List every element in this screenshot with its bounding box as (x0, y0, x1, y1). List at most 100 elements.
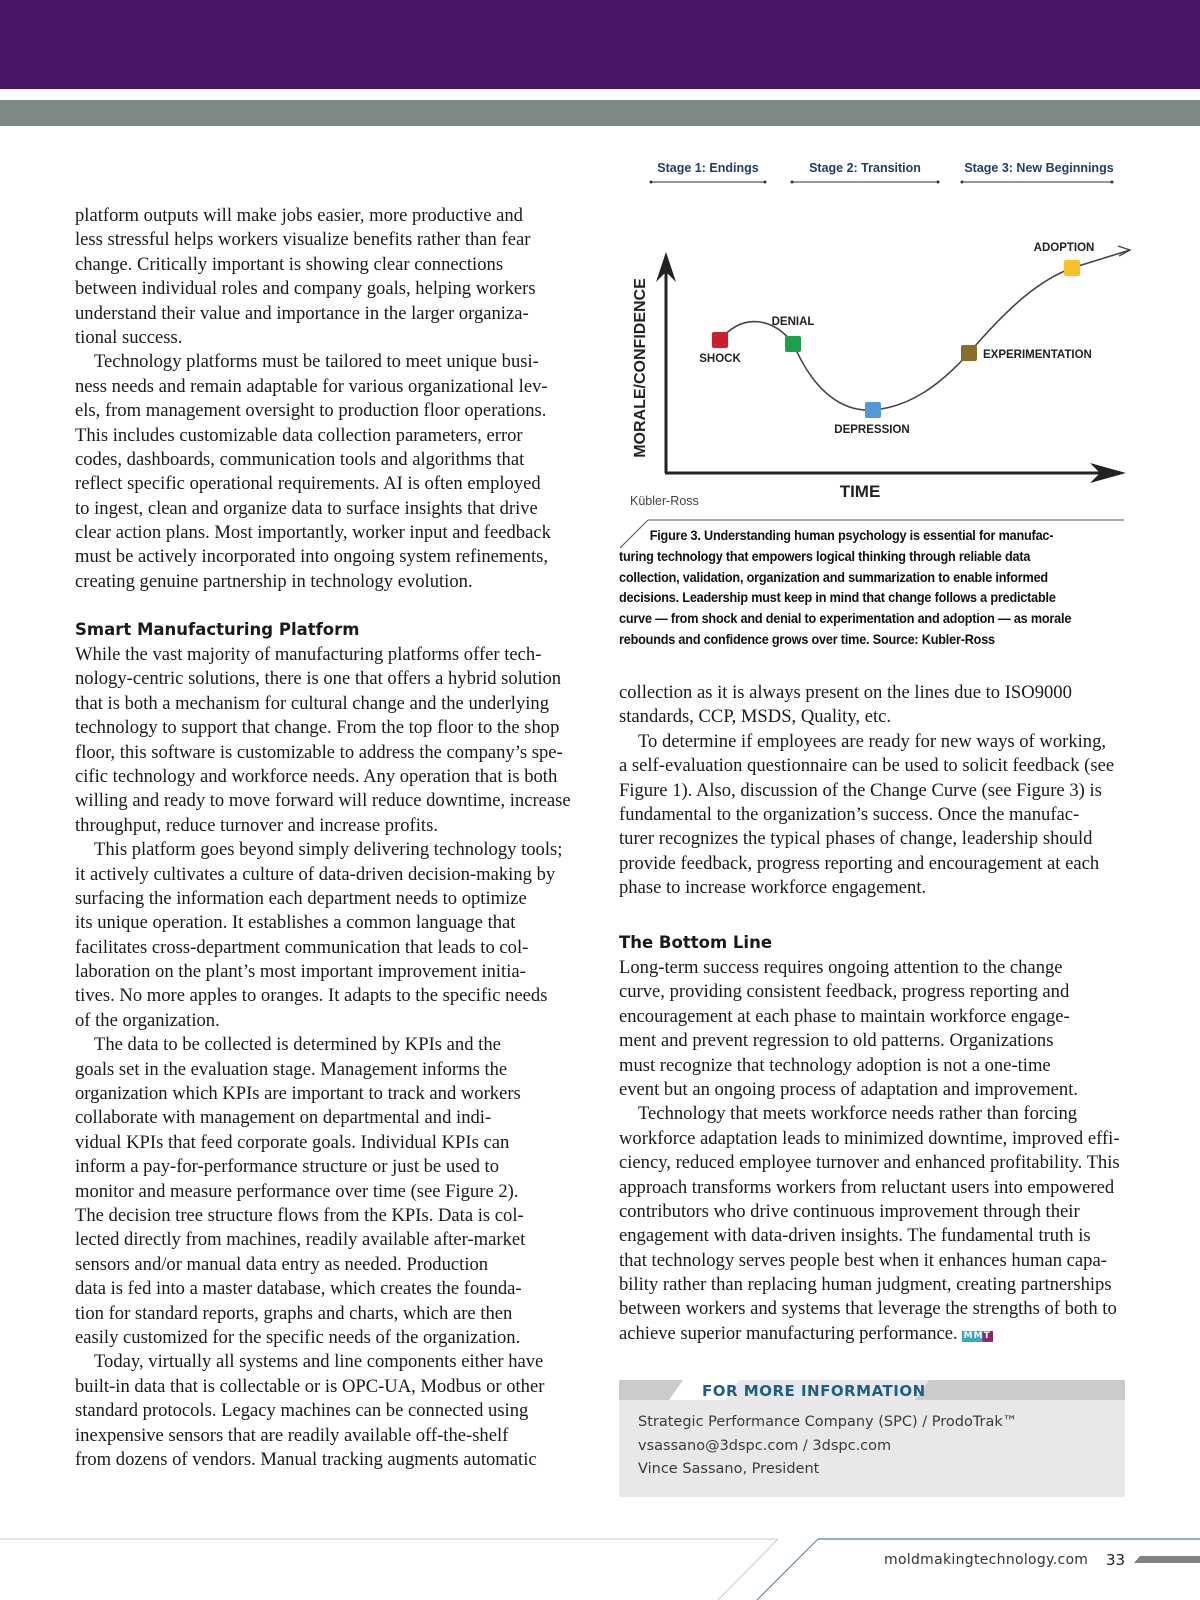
footer-url[interactable]: moldmakingtechnology.com (884, 1552, 1089, 1568)
text-line: Technology platforms must be tailored to… (75, 350, 551, 374)
text-line-content: willing and ready to move forward will r… (75, 790, 571, 812)
info-box-header-bar (619, 1380, 1125, 1400)
text-line: Today, virtually all systems and line co… (75, 1350, 571, 1374)
page-number: 33 (1106, 1551, 1126, 1569)
text-line-content: a self-evaluation questionnaire can be u… (619, 755, 1115, 777)
text-line-content: reflect specific operational requirement… (75, 473, 541, 495)
text-line-content: ciency, reduced employee turnover and en… (619, 1152, 1120, 1174)
text-line-content: To determine if employees are ready for … (638, 730, 1107, 752)
info-person: Vince Sassano, President (638, 1461, 820, 1477)
text-line: inexpensive sensors that are readily ava… (75, 1424, 571, 1448)
text-line: must recognize that technology adoption … (619, 1054, 1120, 1078)
info-company: Strategic Performance Company (SPC) / Pr… (638, 1414, 1018, 1430)
text-line: clear action plans. Most importantly, wo… (75, 521, 551, 545)
text-line-content: bility rather than replacing human judgm… (619, 1274, 1112, 1296)
text-line-content: Technology platforms must be tailored to… (94, 351, 539, 373)
phase-marker-experimentation (961, 345, 977, 361)
text-line-content: workforce adaptation leads to minimized … (619, 1127, 1120, 1149)
text-line-content: Technology that meets workforce needs ra… (638, 1103, 1078, 1125)
text-line: creating genuine partnership in technolo… (75, 570, 551, 594)
text-line-content: turer recognizes the typical phases of c… (619, 828, 1093, 850)
text-line: understand their value and importance in… (75, 302, 551, 326)
text-line: tional success. (75, 326, 551, 350)
phase-marker-shock (712, 332, 728, 348)
text-line: turer recognizes the typical phases of c… (619, 827, 1114, 851)
text-line-content: between individual roles and company goa… (75, 278, 536, 300)
text-line: easily customized for the specific needs… (75, 1326, 571, 1350)
text-line-content: The decision tree structure flows from t… (75, 1204, 524, 1226)
text-line: collaborate with management on departmen… (75, 1106, 571, 1130)
text-line-content: encouragement at each phase to maintain … (619, 1005, 1070, 1027)
phase-label-adoption: ADOPTION (1034, 242, 1095, 254)
text-line-content: surfacing the information each departmen… (75, 887, 527, 909)
info-box-title: FOR MORE INFORMATION (702, 1382, 926, 1400)
text-line: willing and ready to move forward will r… (75, 789, 571, 813)
text-line: lected directly from machines, readily a… (75, 1228, 571, 1252)
text-line-content: clear action plans. Most importantly, wo… (75, 522, 551, 544)
text-line: technology to support that change. From … (75, 716, 571, 740)
text-line-content: throughput, reduce turnover and increase… (75, 814, 438, 836)
text-line: cific technology and workforce needs. An… (75, 765, 571, 789)
text-line: To determine if employees are ready for … (619, 730, 1114, 754)
text-line: standard protocols. Legacy machines can … (75, 1399, 571, 1423)
text-line: monitor and measure performance over tim… (75, 1180, 571, 1204)
text-line: approach transforms workers from relucta… (619, 1176, 1120, 1200)
text-line: This platform goes beyond simply deliver… (75, 838, 571, 862)
text-line: inform a pay-for-performance structure o… (75, 1155, 571, 1179)
text-line-content: goals set in the evaluation stage. Manag… (75, 1058, 508, 1080)
header-band (0, 0, 1200, 89)
text-line: els, from management oversight to produc… (75, 399, 551, 423)
text-line-content: that technology serves people best when … (619, 1249, 1107, 1271)
phase-label-denial: DENIAL (772, 316, 815, 328)
text-line-content: standards, CCP, MSDS, Quality, etc. (619, 706, 892, 728)
text-line-content: provide feedback, progress reporting and… (619, 852, 1100, 874)
text-line: facilitates cross-department communicati… (75, 936, 571, 960)
text-line: sensors and/or manual data entry as need… (75, 1253, 571, 1277)
text-line: This includes customizable data collecti… (75, 424, 551, 448)
section-heading-smart-manufacturing: Smart Manufacturing Platform (75, 620, 360, 639)
text-line-content: collection as it is always present on th… (619, 682, 1072, 703)
text-line: throughput, reduce turnover and increase… (75, 814, 571, 838)
text-line-content: phase to increase workforce engagement. (619, 877, 927, 899)
text-line-content: must be actively incorporated into ongoi… (75, 546, 548, 568)
text-line: goals set in the evaluation stage. Manag… (75, 1058, 571, 1082)
text-line: must be actively incorporated into ongoi… (75, 545, 551, 569)
text-line-content: While the vast majority of manufacturing… (75, 644, 542, 665)
footer-rules (0, 1538, 1200, 1600)
text-line-content: Today, virtually all systems and line co… (94, 1351, 544, 1373)
text-line-content: platform outputs will make jobs easier, … (75, 205, 523, 226)
text-line-content: that is both a mechanism for cultural ch… (75, 692, 549, 714)
text-line: organization which KPIs are important to… (75, 1082, 571, 1106)
text-line: of the organization. (75, 1009, 571, 1033)
x-axis-label: TIME (840, 482, 881, 501)
text-line: Figure 1). Also, discussion of the Chang… (619, 779, 1114, 803)
header-gray-band (0, 100, 1200, 126)
text-line-content: ment and prevent regression to old patte… (619, 1030, 1054, 1052)
text-line-content: between workers and systems that leverag… (619, 1298, 1117, 1320)
change-curve-figure: Stage 1: Endings Stage 2: Transition Sta… (619, 161, 1132, 549)
text-line-content: of the organization. (75, 1009, 220, 1031)
phase-marker-adoption (1064, 260, 1080, 276)
figure-caption: Figure 3. Understanding human psychology… (619, 526, 1071, 651)
figure-rule-diagonal (619, 519, 649, 549)
x-axis-arrowhead (1090, 463, 1126, 483)
text-line: ciency, reduced employee turnover and en… (619, 1151, 1120, 1175)
text-line: contributors who drive continuous improv… (619, 1200, 1120, 1224)
text-line-content: tional success. (75, 326, 183, 348)
y-axis-label: MORALE/CONFIDENCE (632, 278, 649, 458)
text-line-content: engagement with data-driven insights. Th… (619, 1225, 1091, 1247)
text-line: Long-term success requires ongoing atten… (619, 956, 1120, 980)
text-line-content: inform a pay-for-performance structure o… (75, 1156, 500, 1178)
info-contact-link[interactable]: vsassano@3dspc.com / 3dspc.com (638, 1437, 892, 1454)
phase-marker-depression (865, 402, 881, 418)
text-line: tion for standard reports, graphs and ch… (75, 1302, 571, 1326)
text-line: laboration on the plant’s most important… (75, 960, 571, 984)
text-line: change. Critically important is showing … (75, 253, 551, 277)
text-line: The data to be collected is determined b… (75, 1033, 571, 1057)
text-line-content: technology to support that change. From … (75, 717, 560, 739)
text-line-content: laboration on the plant’s most important… (75, 961, 526, 983)
text-line-content: contributors who drive continuous improv… (619, 1200, 1080, 1222)
text-line: from dozens of vendors. Manual tracking … (75, 1448, 571, 1472)
text-line-content: inexpensive sensors that are readily ava… (75, 1424, 509, 1446)
text-line-content: sensors and/or manual data entry as need… (75, 1253, 489, 1275)
